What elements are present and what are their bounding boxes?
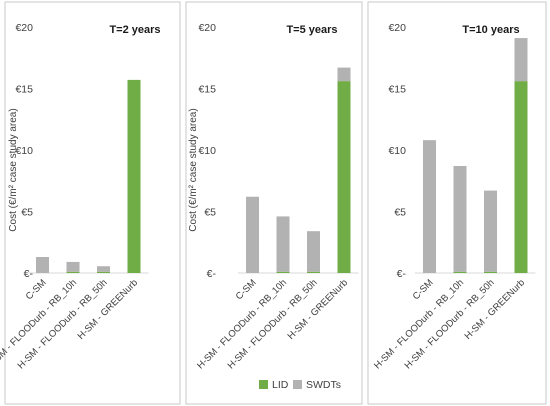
- legend-label-lid: LID: [272, 379, 289, 391]
- bar-lid-4: [127, 79, 141, 273]
- bar-swdts-2: [453, 165, 467, 272]
- chart-panel-1: T=2 years €- €5 €10 €15 €20 Cost (€/m² case st…: [0, 1, 181, 405]
- y-tick-label: €-: [24, 268, 34, 280]
- y-tick-label: €10: [15, 145, 33, 157]
- legend: LID SWDTs: [259, 379, 341, 391]
- y-tick-label: €20: [388, 22, 406, 34]
- legend-swatch-lid: [259, 380, 268, 389]
- bar-lid-3: [307, 271, 320, 273]
- bar-swdts-3: [307, 231, 320, 272]
- y-tick-label: €5: [394, 207, 406, 219]
- bar-swdts-3: [97, 266, 110, 272]
- bar-swdts-1: [423, 140, 436, 273]
- y-tick-label: €15: [15, 84, 33, 96]
- bar-lid-4: [337, 81, 351, 274]
- bar-lid-2: [66, 271, 80, 273]
- y-axis-label: Cost (€/m² case study area): [188, 108, 199, 231]
- bar-lid-3: [484, 271, 497, 273]
- y-tick-label: €15: [388, 84, 406, 96]
- bar-swdts-4: [514, 38, 528, 82]
- y-tick-label: €5: [21, 207, 33, 219]
- panel-frame: [185, 1, 363, 405]
- bar-swdts-3: [484, 190, 497, 272]
- bar-swdts-4: [337, 67, 351, 82]
- bar-swdts-1: [36, 257, 49, 273]
- bar-lid-2: [453, 271, 467, 273]
- bar-swdts-2: [276, 216, 290, 272]
- y-tick-label: €10: [388, 145, 406, 157]
- chart-panel-2: T=5 years €- €5 €10 €15 €20 Cost (€/m² case st…: [185, 1, 363, 405]
- chart-panel-3: T=10 years€-€5€10€15€20C-SMH-SM - FLOODu…: [367, 1, 547, 405]
- bar-lid-4: [514, 81, 528, 274]
- y-tick-label: €10: [198, 145, 216, 157]
- y-tick-label: €20: [15, 22, 33, 34]
- legend-label-swdts: SWDTs: [306, 379, 341, 391]
- legend-swatch-swdts: [293, 380, 302, 389]
- bar-swdts-2: [66, 261, 80, 272]
- bar-lid-3: [97, 271, 110, 273]
- y-tick-label: €-: [397, 268, 407, 280]
- chart-title: T=2 years: [109, 24, 160, 36]
- bar-swdts-1: [246, 196, 259, 273]
- bar-lid-2: [276, 271, 290, 273]
- y-axis-label: Cost (€/m² case study area): [8, 108, 19, 231]
- y-tick-label: €-: [207, 268, 217, 280]
- panel-frame: [4, 1, 181, 405]
- y-tick-label: €15: [198, 84, 216, 96]
- y-tick-label: €20: [198, 22, 216, 34]
- y-tick-label: €5: [204, 207, 216, 219]
- chart-title: T=5 years: [286, 24, 337, 36]
- chart-title: T=10 years: [462, 24, 519, 36]
